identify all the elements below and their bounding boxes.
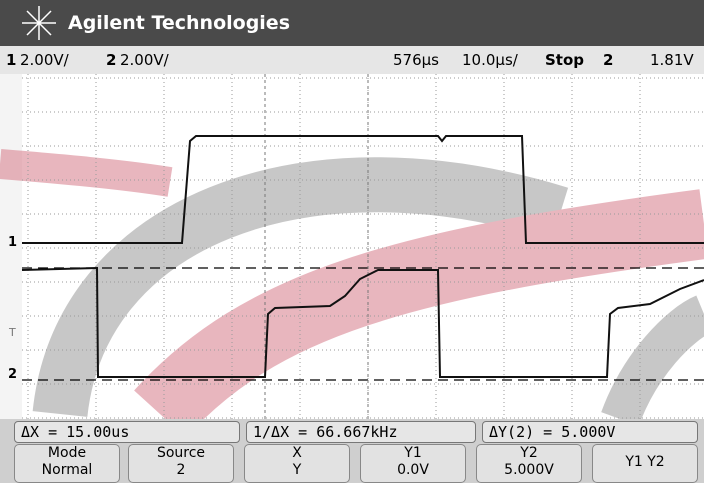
- softkey-top: Source: [156, 445, 206, 461]
- softkey-top: Y2: [520, 445, 538, 461]
- softkey[interactable]: Source 2: [128, 444, 234, 483]
- softkey[interactable]: Mode Normal: [14, 444, 120, 483]
- softkey-bottom: Normal: [41, 462, 93, 478]
- delta-x: ΔX = 15.00us: [14, 421, 240, 443]
- ch1-marker: 1: [8, 235, 17, 250]
- graticule: 1 2 T: [0, 74, 704, 419]
- softkey[interactable]: Y1 Y2: [592, 444, 698, 483]
- inverse-delta-x: 1/ΔX = 66.667kHz: [246, 421, 476, 443]
- header: Agilent Technologies: [0, 0, 704, 46]
- ch2-label: 2: [106, 51, 117, 69]
- logo: [22, 6, 56, 40]
- softkey-top: Y1 Y2: [625, 454, 665, 470]
- ch1-scale: 2.00V/: [20, 51, 69, 69]
- softkey-bottom: 5.000V: [504, 462, 554, 478]
- softkey-top: X: [292, 445, 302, 461]
- ch2-marker: 2: [8, 367, 17, 382]
- ch2-scale: 2.00V/: [120, 51, 169, 69]
- run-state: Stop: [545, 51, 585, 69]
- softkey-top: Mode: [47, 445, 87, 461]
- ch2-trace: [21, 266, 704, 378]
- trigger-level: 1.81V: [650, 51, 694, 69]
- status-bar: 1 2.00V/ 2 2.00V/ 576µs 10.0µs/ Stop 2 1…: [0, 46, 704, 74]
- timebase: 10.0µs/: [462, 51, 518, 69]
- watermark: [0, 149, 704, 419]
- trigger-source: 2: [603, 51, 614, 69]
- softkey-bottom: Y: [292, 462, 302, 478]
- trigger-marker: T: [8, 326, 16, 339]
- title: Agilent Technologies: [68, 12, 291, 34]
- softkey[interactable]: Y1 0.0V: [360, 444, 466, 483]
- softkey-top: Y1: [404, 445, 422, 461]
- softkey-bottom: 2: [176, 462, 186, 478]
- ch1-label: 1: [6, 51, 17, 69]
- softkey[interactable]: Y2 5.000V: [476, 444, 582, 483]
- delta-y: ΔY(2) = 5.000V: [482, 421, 698, 443]
- softkey-bottom: 0.0V: [397, 462, 429, 478]
- delay: 576µs: [393, 51, 439, 69]
- ch1-trace: [22, 135, 704, 244]
